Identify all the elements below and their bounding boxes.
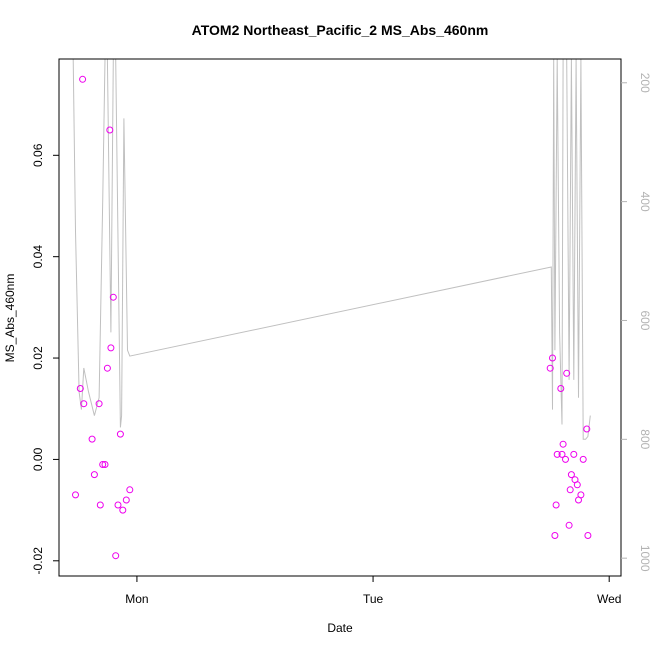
data-point	[76, 385, 84, 392]
data-point	[551, 532, 559, 539]
y2-tick-label: 1000	[638, 545, 650, 572]
y2-tick-label: 600	[638, 310, 650, 330]
data-point	[88, 435, 96, 443]
data-point	[126, 486, 134, 494]
data-point	[119, 506, 127, 514]
data-point	[552, 501, 560, 509]
data-point	[101, 461, 109, 468]
data-point	[558, 450, 566, 458]
x-tick-label: Wed	[597, 592, 621, 606]
y-tick-label: -0.02	[31, 547, 45, 575]
data-point	[114, 501, 122, 509]
data-point	[122, 496, 130, 504]
x-axis: Mon Tue Wed	[125, 576, 621, 606]
data-point	[565, 521, 573, 529]
data-point	[566, 486, 574, 494]
data-point	[562, 455, 569, 463]
data-point	[80, 400, 88, 408]
data-point	[557, 385, 565, 392]
x-axis-label: Date	[327, 621, 353, 635]
y2-axis: 200 400 600 800 1000	[621, 73, 650, 572]
plot-frame	[58, 58, 622, 577]
y2-tick-label: 400	[638, 192, 650, 212]
y-tick-label: 0.04	[31, 245, 45, 269]
data-point	[79, 75, 87, 83]
y-axis: -0.02 0.00 0.02 0.04 0.06	[31, 143, 60, 575]
data-point	[116, 430, 124, 438]
data-point	[549, 354, 556, 362]
depth-line	[72, 59, 591, 440]
data-point	[109, 293, 117, 301]
y-tick-label: 0.02	[31, 346, 45, 370]
chart-title: ATOM2 Northeast_Pacific_2 MS_Abs_460nm	[192, 22, 489, 38]
depth-line-layer	[72, 59, 591, 440]
y-axis-label: MS_Abs_460nm	[3, 274, 17, 363]
y2-tick-label: 200	[638, 73, 650, 93]
y-tick-label: 0.06	[31, 143, 45, 167]
data-point	[563, 369, 571, 377]
data-point	[99, 461, 107, 468]
data-point	[103, 364, 111, 372]
data-point	[112, 552, 120, 560]
x-tick-label: Tue	[363, 592, 384, 606]
data-point	[553, 450, 561, 458]
data-point	[546, 364, 554, 372]
data-points-layer	[72, 75, 592, 560]
data-point	[570, 450, 578, 458]
data-point	[106, 126, 114, 134]
data-point	[579, 455, 587, 463]
y-tick-label: 0.00	[31, 447, 45, 471]
data-point	[573, 481, 581, 489]
x-tick-label: Mon	[125, 592, 148, 606]
y2-tick-label: 800	[638, 429, 650, 449]
data-point	[567, 471, 575, 479]
data-point	[95, 400, 103, 408]
data-point	[584, 532, 592, 539]
data-point	[577, 491, 585, 499]
data-point	[96, 501, 104, 509]
data-point	[72, 491, 79, 499]
data-point	[107, 344, 115, 352]
data-point	[559, 440, 567, 448]
data-point	[583, 425, 591, 433]
data-point	[90, 471, 98, 479]
